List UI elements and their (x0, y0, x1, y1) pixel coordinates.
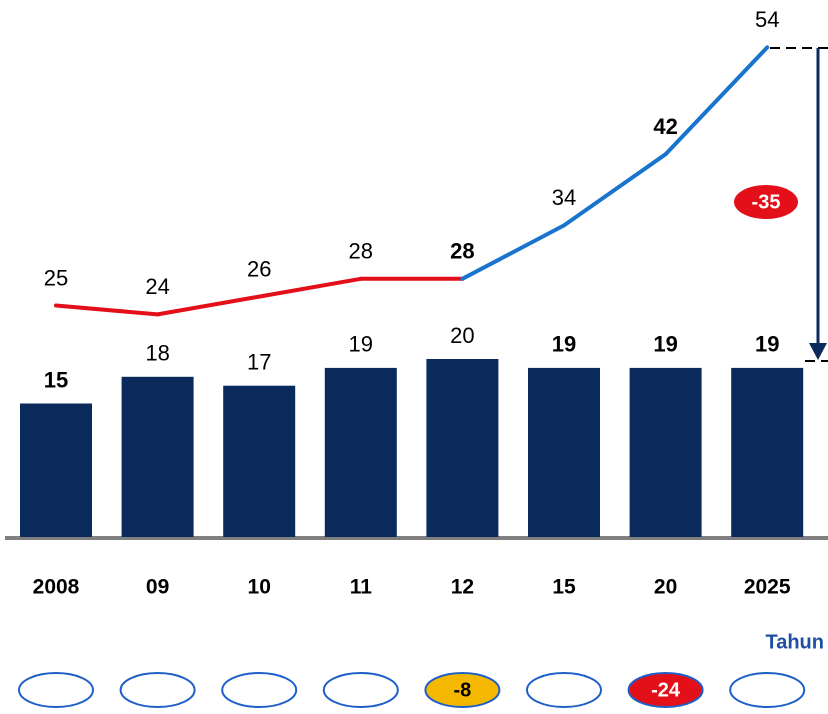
badge (18, 672, 94, 708)
bar (731, 367, 804, 537)
badge (424, 672, 501, 708)
line-label: 24 (145, 274, 169, 299)
line-segment (562, 152, 668, 228)
bar-label: 19 (552, 332, 576, 357)
x-tick-label: 15 (552, 576, 576, 599)
bar-label: 19 (653, 332, 677, 357)
bar-label: 19 (349, 332, 373, 357)
line-segment (155, 294, 262, 317)
badge (221, 672, 298, 708)
line-label: 28 (450, 239, 474, 264)
x-tick-label: 09 (146, 576, 169, 599)
bar (121, 376, 194, 537)
bar-label: 15 (44, 367, 68, 392)
x-tick-label: 2008 (33, 576, 80, 599)
x-axis-label: Tahun (765, 631, 824, 653)
bar-label: 19 (755, 332, 779, 357)
badge-label: -8 (454, 679, 472, 701)
x-tick-label: 10 (248, 576, 271, 599)
annotation-badge (734, 185, 798, 219)
x-tick-label: 12 (451, 576, 474, 599)
line-label: 34 (552, 185, 576, 210)
line-label: 28 (349, 239, 373, 264)
line-label: 26 (247, 256, 271, 281)
arrow-head (809, 343, 827, 360)
line-label: 54 (755, 7, 779, 32)
bar (20, 403, 92, 537)
line-segment (257, 276, 363, 299)
line-segment (54, 303, 160, 317)
badge (526, 672, 602, 708)
badge (119, 672, 196, 708)
bar-label: 18 (145, 341, 169, 366)
x-tick-label: 11 (350, 576, 373, 599)
badge (729, 672, 806, 708)
bar-label: 20 (450, 323, 474, 348)
badge (322, 672, 399, 708)
line-segment (460, 223, 566, 281)
x-tick-label: 2025 (744, 576, 791, 599)
line-label: 25 (44, 265, 68, 290)
bar (223, 385, 296, 537)
bar (629, 367, 702, 537)
line-label: 42 (653, 114, 677, 139)
badge (627, 672, 704, 708)
bar (528, 367, 600, 537)
x-tick-label: 20 (654, 576, 677, 599)
line-segment (663, 45, 770, 157)
badge-label: -24 (651, 679, 681, 701)
bar (426, 359, 499, 537)
bar (324, 367, 397, 537)
bar-label: 17 (247, 350, 271, 375)
annotation: -35 (752, 191, 781, 213)
